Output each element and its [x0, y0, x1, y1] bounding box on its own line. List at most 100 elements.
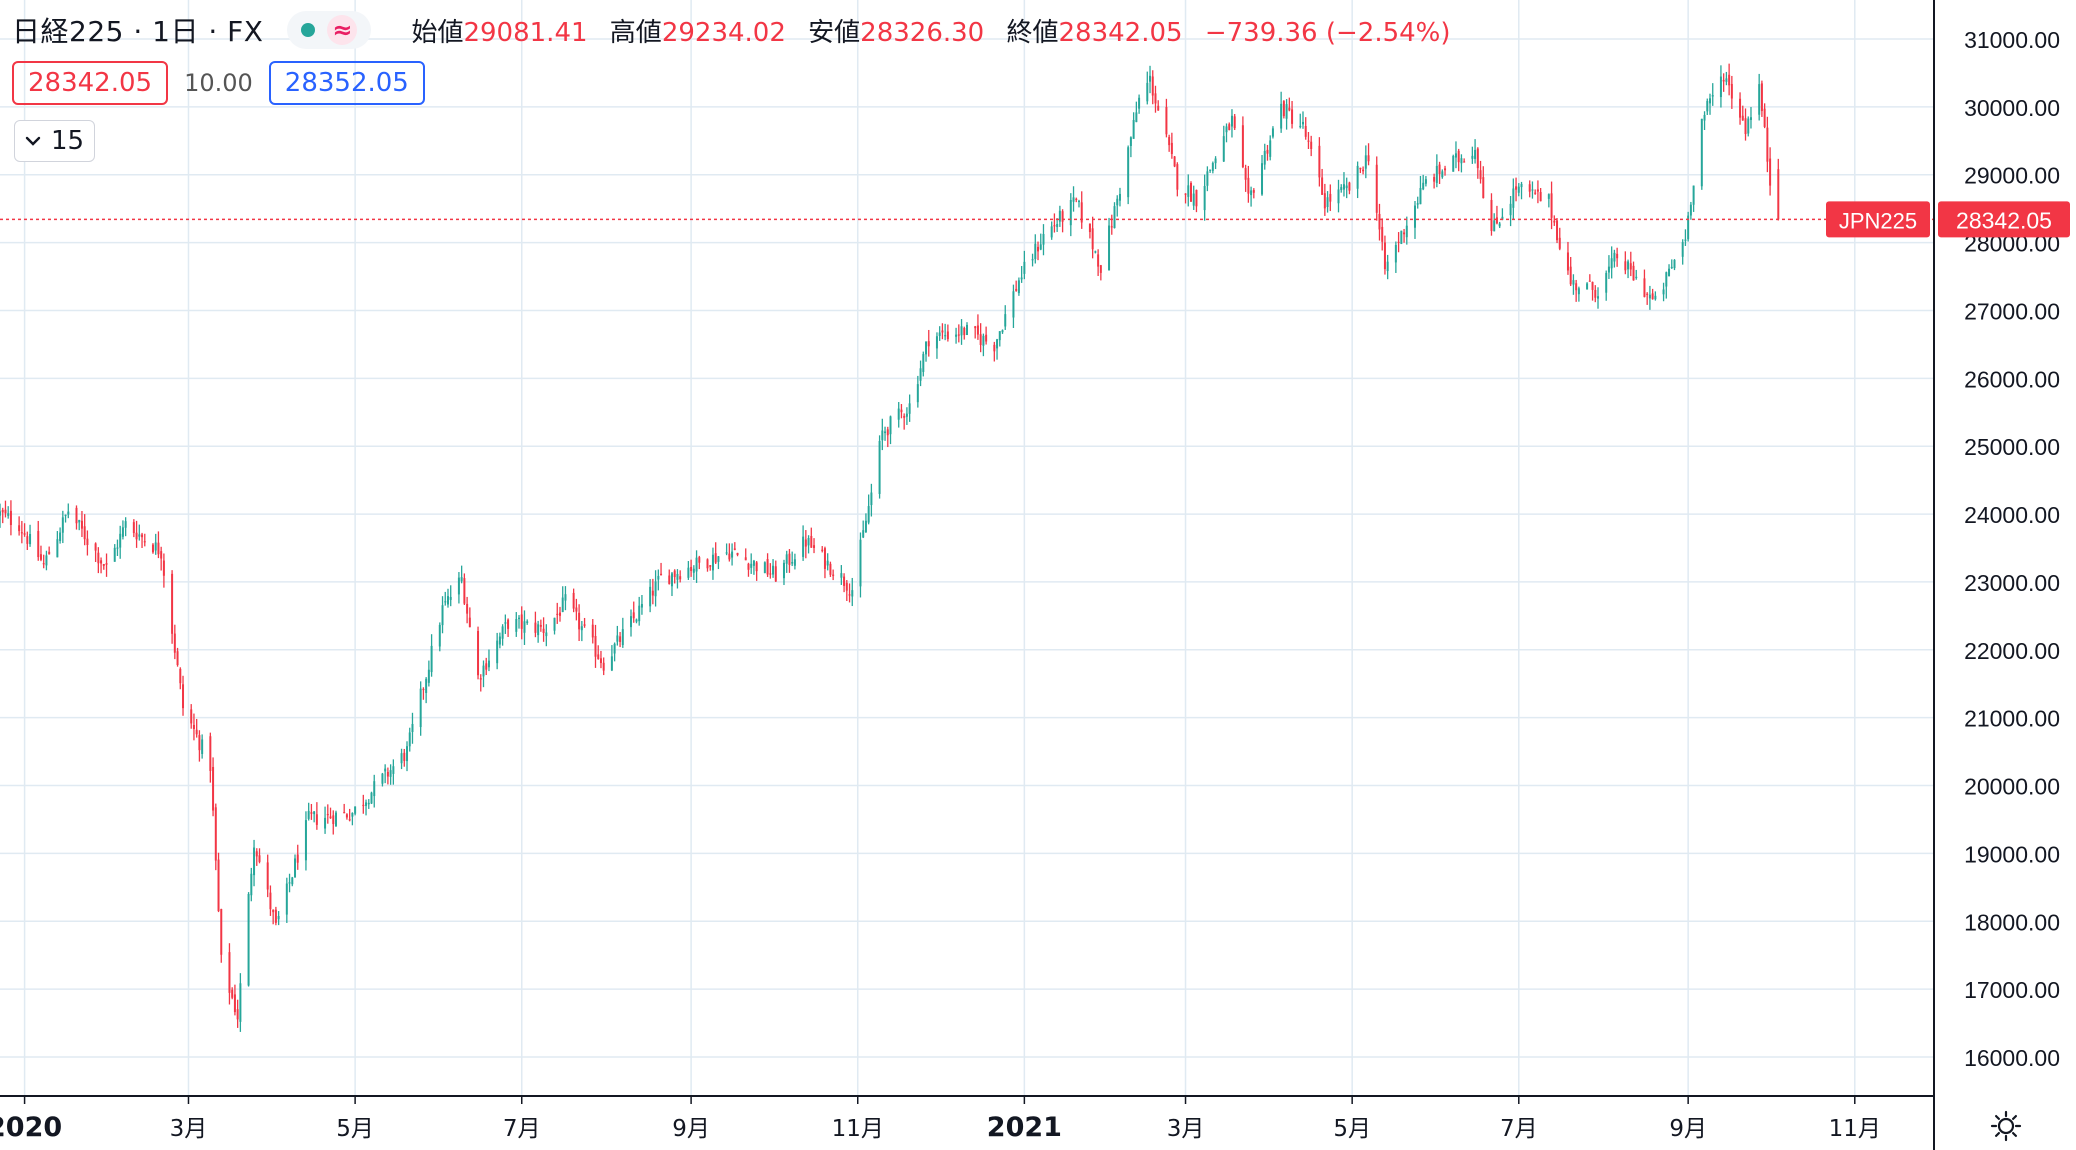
candle-body	[1616, 253, 1619, 259]
candle	[1534, 189, 1537, 195]
candle-body	[1097, 254, 1100, 267]
candle	[832, 569, 835, 581]
candle	[747, 562, 750, 577]
market-status-pill[interactable]: ≈	[287, 11, 372, 49]
candle-body	[255, 851, 258, 857]
candle	[386, 767, 389, 785]
candle-body	[714, 553, 717, 563]
candle-body	[813, 545, 816, 548]
candle	[804, 530, 807, 559]
candle	[116, 539, 119, 556]
candle	[553, 617, 556, 635]
candle-body	[884, 431, 887, 434]
candle-body	[1632, 265, 1635, 281]
settings-icon[interactable]	[1990, 1110, 2022, 1142]
axes	[0, 0, 1935, 1150]
candle	[1209, 169, 1212, 173]
sell-button[interactable]: 28342.05	[12, 61, 169, 105]
candle	[698, 555, 701, 570]
high-value: 29234.02	[661, 17, 786, 48]
candle	[635, 618, 638, 624]
candle	[171, 570, 174, 644]
candle-body	[957, 334, 960, 336]
candle	[1015, 280, 1018, 292]
candle	[1463, 158, 1466, 163]
candle	[1110, 214, 1113, 235]
candle	[1072, 186, 1075, 212]
candle-body	[1627, 261, 1630, 270]
candle-body	[1681, 242, 1684, 257]
candle	[1206, 166, 1209, 192]
candle-body	[1135, 112, 1138, 123]
candle-body	[695, 557, 698, 572]
candle-body	[1744, 118, 1747, 135]
candle-body	[1591, 281, 1594, 290]
candle	[1301, 111, 1304, 129]
candle-body	[558, 612, 561, 616]
candle-body	[1758, 84, 1761, 115]
candle	[1744, 108, 1747, 141]
candle	[1329, 184, 1332, 212]
candle-body	[80, 520, 83, 529]
candle	[345, 813, 348, 820]
candle	[444, 591, 447, 606]
candle	[143, 533, 146, 547]
candle	[922, 351, 925, 377]
candle-body	[823, 548, 826, 569]
candle-body	[116, 547, 119, 549]
candle-body	[1195, 189, 1198, 207]
candle	[542, 617, 545, 642]
candle-body	[976, 325, 979, 335]
candle	[1195, 189, 1198, 213]
candle	[334, 810, 337, 827]
candle-body	[1741, 115, 1744, 121]
candle-body	[45, 555, 48, 566]
candle-body	[1730, 83, 1733, 99]
candle-body	[1037, 246, 1040, 252]
candle-body	[277, 916, 280, 920]
candle	[1214, 156, 1217, 170]
candle	[755, 561, 758, 581]
candle	[23, 523, 26, 537]
candle	[1572, 274, 1575, 295]
symbol-title[interactable]: 日経225 · 1日 · FX	[12, 15, 264, 48]
candle	[1613, 249, 1616, 268]
candle-body	[791, 562, 794, 564]
candle	[214, 803, 217, 871]
candle-body	[630, 616, 633, 628]
candle	[594, 624, 597, 668]
y-tick-label: 25000.00	[1964, 434, 2060, 460]
candle	[632, 601, 635, 623]
candle	[1495, 205, 1498, 225]
candle-body	[1416, 203, 1419, 205]
candle-body	[37, 530, 40, 558]
candle-body	[572, 592, 575, 609]
candle	[572, 588, 575, 613]
candle	[291, 876, 294, 887]
candle-body	[1170, 142, 1173, 154]
candle	[1569, 256, 1572, 287]
candle-body	[468, 617, 471, 628]
candle	[649, 579, 652, 613]
candle-body	[1138, 97, 1141, 109]
candle	[250, 867, 253, 902]
candle-body	[228, 952, 231, 993]
candle	[329, 807, 332, 819]
candle-body	[1364, 155, 1367, 169]
candle	[1758, 73, 1761, 121]
candle	[64, 514, 67, 523]
candle-body	[1042, 234, 1045, 245]
candle-body	[793, 559, 796, 566]
low-label: 安値	[808, 17, 861, 48]
candle-body	[1108, 225, 1111, 271]
candle	[1605, 270, 1608, 301]
candle	[105, 553, 108, 577]
candle-body	[1091, 228, 1094, 250]
candle-body	[345, 814, 348, 818]
buy-button[interactable]: 28352.05	[268, 61, 425, 105]
candle-body	[1310, 141, 1313, 149]
candle-body	[1479, 170, 1482, 180]
candle	[870, 483, 873, 517]
indicators-toggle[interactable]: 15	[14, 120, 96, 162]
